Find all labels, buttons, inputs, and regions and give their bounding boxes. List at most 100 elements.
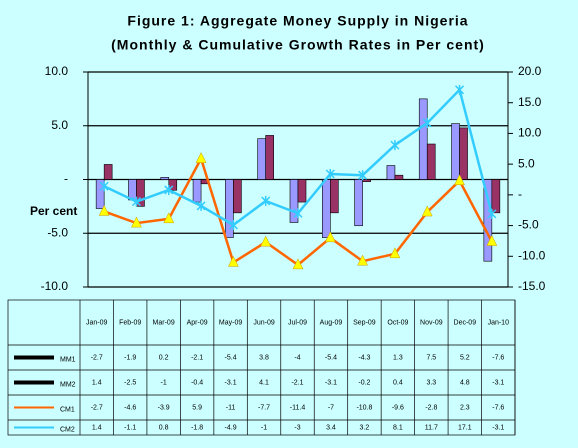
marker: [292, 258, 304, 270]
table-cell: 3.8: [259, 354, 269, 361]
table-cell: -1.8: [191, 424, 203, 431]
table-cell: -11.4: [290, 404, 306, 411]
table-cell: -5.4: [325, 354, 337, 361]
table-cell: -4.3: [358, 354, 370, 361]
bar: [233, 179, 242, 214]
marker: [293, 208, 303, 219]
table-cell: -4.6: [124, 404, 136, 411]
table-cell: -7.7: [258, 404, 270, 411]
table-cell: 2.3: [460, 404, 470, 411]
table-header: Aug-09: [320, 319, 343, 326]
table-cell: 8.1: [393, 424, 403, 431]
y2-tick-label: 15.0: [518, 95, 542, 109]
y-tick-label: 10.0: [45, 64, 69, 78]
table-cell: 0.4: [393, 379, 403, 386]
legend-label: MM1: [60, 356, 76, 363]
table-cell: -7.6: [492, 404, 504, 411]
bar: [330, 179, 339, 214]
table-header: Jan-09: [86, 319, 108, 326]
marker: [454, 174, 465, 185]
marker: [261, 196, 271, 206]
marker: [227, 255, 239, 267]
bar: [128, 179, 137, 201]
marker: [131, 196, 141, 207]
marker: [357, 254, 369, 266]
bar: [483, 179, 493, 262]
marker: [164, 184, 174, 195]
y-tick-label: -10.0: [41, 279, 69, 293]
marker: [98, 204, 110, 216]
table-cell: 3.4: [326, 424, 336, 431]
table-cell: -10.8: [356, 404, 372, 411]
table-cell: -3.1: [225, 379, 237, 386]
table-cell: 4.1: [259, 379, 269, 386]
marker: [99, 181, 109, 192]
table-cell: 1.4: [92, 424, 102, 431]
table-cell: 7.5: [426, 354, 436, 361]
marker: [131, 216, 142, 228]
bar: [265, 135, 274, 180]
marker: [389, 247, 401, 259]
table-header: Apr-09: [187, 319, 208, 326]
table-cell: -0.2: [358, 379, 370, 386]
y2-tick-label: -: [518, 187, 522, 201]
table-cell: -4.9: [225, 424, 237, 431]
table-cell: 0.8: [159, 424, 169, 431]
marker: [358, 170, 368, 181]
y2-tick-label: 10.0: [518, 126, 542, 140]
bar: [297, 179, 307, 203]
table-cell: 11.7: [425, 424, 438, 431]
table-cell: -3.1: [325, 379, 337, 386]
bar: [362, 179, 371, 182]
marker: [196, 200, 206, 211]
chart-subtitle: (Monthly & Cumulative Growth Rates in Pe…: [111, 37, 485, 53]
table-cell: -0.4: [191, 379, 203, 386]
marker: [422, 117, 432, 128]
table-cell: 5.2: [460, 354, 470, 361]
bar: [160, 177, 170, 180]
table-cell: -11: [226, 404, 236, 411]
bar: [136, 179, 145, 207]
table-header: Sep-09: [353, 319, 376, 326]
bar: [95, 179, 105, 209]
table-cell: 4.8: [460, 379, 470, 386]
table-cell: -7.6: [492, 354, 504, 361]
y2-tick-label: -5.0: [518, 218, 539, 232]
table-header: May-09: [219, 319, 242, 326]
y-tick-label: -5.0: [47, 225, 68, 239]
table-cell: -3.1: [492, 424, 504, 431]
table-header: Dec-09: [454, 319, 477, 326]
marker: [163, 212, 175, 224]
bar: [354, 179, 363, 227]
marker: [195, 152, 207, 163]
table-cell: -3.1: [492, 379, 504, 386]
marker: [455, 84, 465, 95]
marker: [487, 208, 497, 219]
marker: [421, 205, 433, 217]
bar: [418, 98, 428, 180]
bar: [168, 179, 178, 191]
chart-title: Figure 1: Aggregate Money Supply in Nige…: [127, 13, 468, 29]
table-cell: -2.7: [91, 354, 103, 361]
legend-label: MM2: [60, 381, 76, 388]
marker: [324, 231, 336, 243]
table-cell: -3.9: [158, 404, 170, 411]
bar: [394, 174, 404, 180]
marker: [325, 168, 335, 179]
table-cell: 17.1: [458, 424, 472, 431]
y2-tick-label: -10.0: [518, 248, 546, 262]
table-cell: 1.3: [393, 354, 403, 361]
table-cell: -2.1: [191, 354, 203, 361]
table-cell: -1.9: [124, 354, 136, 361]
bar: [322, 179, 331, 238]
table-cell: 5.9: [192, 404, 202, 411]
bar: [257, 138, 266, 180]
table-cell: -7: [328, 404, 334, 411]
table-cell: -2.5: [124, 379, 136, 386]
bar: [451, 123, 460, 180]
table-cell: -4: [294, 354, 300, 361]
marker: [390, 140, 400, 151]
marker: [228, 219, 238, 230]
y2-tick-label: -15.0: [518, 279, 546, 293]
